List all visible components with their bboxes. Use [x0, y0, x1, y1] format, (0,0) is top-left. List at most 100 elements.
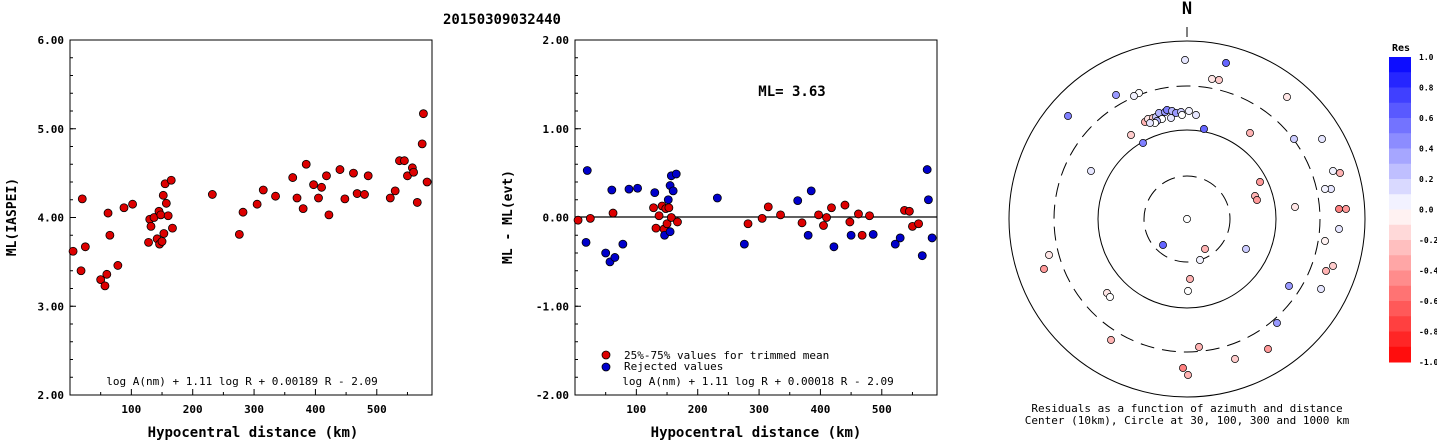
plot1-point [234, 229, 244, 239]
plot2-xtick-label: 100 [626, 403, 646, 416]
plot1-xtick-label: 400 [305, 403, 325, 416]
station-marker [1222, 59, 1230, 67]
colorbar-tick-label: -0.4 [1419, 267, 1437, 276]
colorbar-tick-label: 0.6 [1419, 114, 1434, 123]
plot1-point [349, 168, 358, 178]
station-marker [1322, 267, 1330, 275]
plot2-point-trimmed [914, 219, 923, 229]
station-marker [1181, 56, 1189, 64]
colorbar-cell [1389, 270, 1411, 287]
station-marker [1167, 114, 1175, 122]
plot1-point [317, 182, 326, 192]
plot1-point [103, 208, 113, 218]
plot1-point [80, 242, 90, 252]
station-marker [1242, 245, 1250, 253]
colorbar-tick-label: 1.0 [1419, 53, 1434, 62]
plot1-point [102, 269, 112, 279]
magnitude-vs-distance-plot: ML(IASPEI) Hypocentral distance (km) log… [5, 34, 433, 441]
plot1-point [324, 210, 334, 220]
legend-marker-trimmed [601, 350, 611, 360]
station-marker [1183, 215, 1191, 223]
plot1-point [419, 109, 428, 119]
plot2-point-rejected [739, 239, 749, 249]
colorbar-cell [1389, 163, 1411, 180]
plot1-point [271, 191, 280, 201]
plot1-formula: log A(nm) + 1.11 log R + 0.00189 R - 2.0… [106, 375, 378, 388]
station-marker [1336, 169, 1344, 177]
colorbar-cell [1389, 194, 1411, 210]
plot1-point [96, 275, 106, 285]
plot1-point [258, 185, 268, 195]
colorbar-tick-label: 0.0 [1419, 206, 1434, 215]
plot1-point [409, 167, 418, 177]
plot1-point [238, 207, 248, 217]
station-marker [1112, 91, 1120, 99]
plot1-point [322, 171, 331, 181]
station-marker [1208, 75, 1216, 83]
plot2-point-rejected [663, 195, 673, 205]
colorbar-cell [1389, 331, 1411, 348]
plot2-point-trimmed [673, 217, 682, 227]
plot1-ytick-label: 5.00 [38, 123, 65, 136]
plot2-ylabel: ML - ML(evt) [501, 170, 516, 264]
colorbar-cell [1389, 72, 1411, 88]
plot1-point [292, 193, 302, 203]
legend-marker-rejected [601, 362, 611, 372]
plot2-xtick-label: 500 [872, 403, 892, 416]
plot2-point-trimmed [651, 223, 661, 233]
colorbar-tick-label: -0.6 [1419, 297, 1437, 306]
plot1-point [68, 246, 78, 256]
plot1-point [385, 193, 395, 203]
plot2-point-rejected [922, 165, 932, 174]
plot2-ytick-label: 2.00 [543, 34, 570, 47]
plot2-point-trimmed [819, 221, 828, 230]
plot1-frame [69, 39, 433, 396]
legend-label-rejected: Rejected values [624, 360, 723, 373]
plot2-point-trimmed [865, 211, 874, 221]
station-marker [1329, 262, 1337, 270]
plot1-point [360, 190, 369, 199]
plot2-point-rejected [846, 230, 856, 240]
map-caption-line1: Residuals as a function of azimuth and d… [1031, 402, 1342, 415]
plot2-point-trimmed [904, 206, 914, 216]
plot1-ytick-label: 2.00 [38, 389, 65, 402]
station-marker [1139, 139, 1147, 147]
plot2-point-trimmed [840, 200, 850, 210]
plot2-point-trimmed [763, 202, 773, 212]
station-marker [1273, 319, 1281, 327]
plot1-point [159, 229, 169, 238]
plot2-point-rejected [803, 230, 813, 240]
plot1-point [105, 230, 115, 240]
station-marker [1192, 111, 1200, 119]
plot2-point-rejected [671, 169, 681, 179]
plot2-point-rejected [895, 233, 905, 243]
station-marker [1178, 111, 1186, 119]
colorbar-cell [1389, 148, 1411, 165]
plot1-point [412, 198, 422, 207]
station-marker [1087, 167, 1095, 175]
colorbar-cell [1389, 179, 1411, 195]
plot1-point [288, 173, 298, 182]
north-label: N [1182, 0, 1192, 19]
station-marker [1184, 371, 1192, 379]
plot2-point-trimmed [649, 203, 658, 213]
colorbar-cell [1389, 133, 1411, 149]
colorbar-cell [1389, 57, 1411, 73]
legend-label-trimmed: 25%-75% values for trimmed mean [624, 349, 829, 362]
plot2-point-trimmed [743, 219, 753, 229]
plot2-point-rejected [582, 166, 592, 175]
plot1-xtick-label: 100 [121, 403, 141, 416]
plot1-point [352, 189, 362, 198]
colorbar-tick-label: -0.8 [1419, 328, 1437, 337]
plot2-point-rejected [829, 242, 839, 252]
plot1-point [422, 177, 432, 187]
station-marker [1321, 237, 1329, 245]
plot1-point [168, 223, 177, 233]
colorbar-cell [1389, 102, 1411, 119]
colorbar-tick-label: -1.0 [1419, 358, 1437, 367]
station-marker [1186, 275, 1194, 283]
plot1-point [301, 159, 311, 169]
station-marker [1246, 129, 1254, 137]
plot1-ytick-label: 4.00 [38, 212, 65, 225]
plot2-point-rejected [806, 186, 816, 196]
